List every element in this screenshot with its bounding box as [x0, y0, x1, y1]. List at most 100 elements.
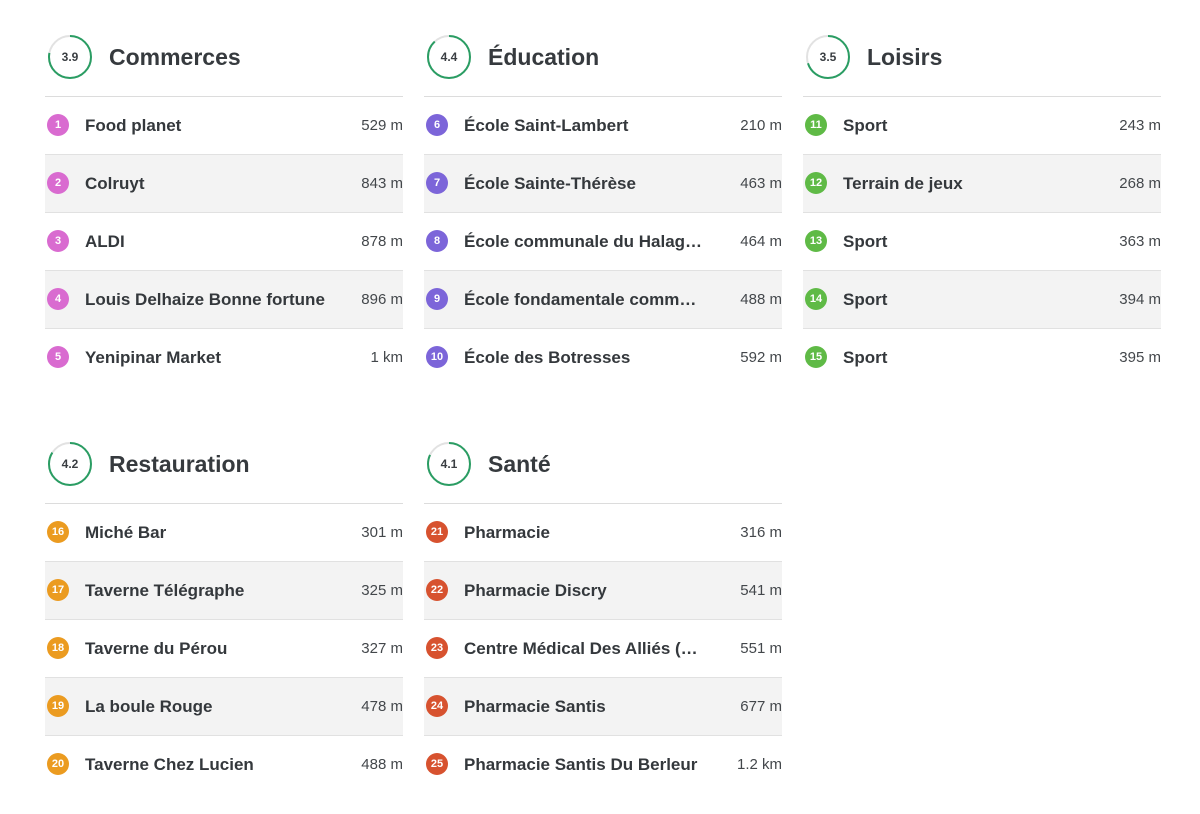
- poi-name: Food planet: [85, 116, 182, 135]
- poi-row[interactable]: 13 Sport 363 m: [803, 213, 1161, 271]
- poi-number-badge: 23: [426, 637, 448, 659]
- poi-row[interactable]: 15 Sport 395 m: [803, 329, 1161, 386]
- poi-name: École fondamentale comm…: [464, 290, 697, 309]
- category-title: Loisirs: [867, 44, 943, 70]
- poi-distance: 268 m: [1119, 175, 1161, 192]
- poi-row[interactable]: 9 École fondamentale comm… 488 m: [424, 271, 782, 329]
- poi-number-badge: 10: [426, 346, 448, 368]
- poi-row[interactable]: 23 Centre Médical Des Alliés (… 551 m: [424, 620, 782, 678]
- poi-number-badge: 16: [47, 521, 69, 543]
- poi-list: 1 Food planet 529 m 2 Colruyt 843 m 3 ALDI 878 m…: [45, 97, 403, 386]
- poi-list: 11 Sport 243 m 12 Terrain de jeux 268 m 13 Spor…: [803, 97, 1161, 386]
- poi-name: École des Botresses: [464, 348, 631, 367]
- score-gauge-icon: [48, 35, 92, 79]
- score-ring-fill: [48, 35, 92, 79]
- category-title: Éducation: [488, 44, 600, 70]
- poi-distance: 301 m: [361, 524, 403, 541]
- poi-distance: 1 km: [370, 349, 403, 366]
- poi-name: École Sainte-Thérèse: [464, 174, 636, 193]
- poi-name: Sport: [843, 348, 888, 367]
- poi-distance: 210 m: [740, 117, 782, 134]
- poi-distance: 463 m: [740, 175, 782, 192]
- poi-name: Pharmacie: [464, 523, 550, 542]
- poi-row[interactable]: 19 La boule Rouge 478 m: [45, 678, 403, 736]
- poi-row[interactable]: 12 Terrain de jeux 268 m: [803, 155, 1161, 213]
- score-gauge-icon: [427, 35, 471, 79]
- poi-number-badge: 15: [805, 346, 827, 368]
- category-header: 4.4 Éducation: [424, 30, 782, 97]
- poi-row[interactable]: 24 Pharmacie Santis 677 m: [424, 678, 782, 736]
- poi-row[interactable]: 6 École Saint-Lambert 210 m: [424, 97, 782, 155]
- poi-distance: 316 m: [740, 524, 782, 541]
- poi-row[interactable]: 14 Sport 394 m: [803, 271, 1161, 329]
- score-ring-fill: [48, 442, 92, 486]
- poi-row[interactable]: 22 Pharmacie Discry 541 m: [424, 562, 782, 620]
- poi-name: École communale du Halag…: [464, 232, 703, 251]
- score-ring-fill: [806, 35, 850, 79]
- score-ring: 3.9: [45, 32, 95, 82]
- poi-row[interactable]: 8 École communale du Halag… 464 m: [424, 213, 782, 271]
- poi-number-badge: 7: [426, 172, 448, 194]
- score-value: 4.4: [440, 50, 458, 64]
- poi-row[interactable]: 10 École des Botresses 592 m: [424, 329, 782, 386]
- poi-name: Sport: [843, 232, 888, 251]
- poi-number-badge: 4: [47, 288, 69, 310]
- poi-row[interactable]: 5 Yenipinar Market 1 km: [45, 329, 403, 386]
- poi-row[interactable]: 3 ALDI 878 m: [45, 213, 403, 271]
- poi-distance: 488 m: [740, 291, 782, 308]
- score-value: 4.2: [61, 457, 79, 471]
- poi-number-badge: 20: [47, 753, 69, 775]
- poi-row[interactable]: 16 Miché Bar 301 m: [45, 504, 403, 562]
- score-ring-fill: [427, 35, 471, 79]
- poi-number-badge: 5: [47, 346, 69, 368]
- poi-row[interactable]: 1 Food planet 529 m: [45, 97, 403, 155]
- poi-row[interactable]: 21 Pharmacie 316 m: [424, 504, 782, 562]
- poi-name: Yenipinar Market: [85, 348, 222, 367]
- poi-distance: 488 m: [361, 756, 403, 773]
- poi-row[interactable]: 18 Taverne du Pérou 327 m: [45, 620, 403, 678]
- poi-name: Sport: [843, 290, 888, 309]
- score-value: 4.1: [440, 457, 458, 471]
- poi-name: ALDI: [85, 232, 125, 251]
- poi-name: Colruyt: [85, 174, 145, 193]
- score-gauge-icon: [48, 442, 92, 486]
- category-header: 4.1 Santé: [424, 437, 782, 504]
- score-ring: 4.1: [424, 439, 474, 489]
- poi-distance: 677 m: [740, 698, 782, 715]
- poi-row[interactable]: 20 Taverne Chez Lucien 488 m: [45, 736, 403, 793]
- category-panel-education: 4.4 Éducation 6 École Saint-Lambert 210 m 7 Éc…: [424, 30, 782, 386]
- poi-distance: 843 m: [361, 175, 403, 192]
- score-ring-fill: [427, 442, 471, 486]
- poi-distance: 243 m: [1119, 117, 1161, 134]
- poi-distance: 529 m: [361, 117, 403, 134]
- poi-number-badge: 9: [426, 288, 448, 310]
- score-ring: 4.4: [424, 32, 474, 82]
- poi-row[interactable]: 7 École Sainte-Thérèse 463 m: [424, 155, 782, 213]
- poi-number-badge: 11: [805, 114, 827, 136]
- poi-name: École Saint-Lambert: [464, 116, 629, 135]
- category-header: 3.5 Loisirs: [803, 30, 1161, 97]
- poi-row[interactable]: 2 Colruyt 843 m: [45, 155, 403, 213]
- category-panel-sante: 4.1 Santé 21 Pharmacie 316 m 22 Pharmacie Disc…: [424, 437, 782, 793]
- poi-distance: 478 m: [361, 698, 403, 715]
- category-panel-commerces: 3.9 Commerces 1 Food planet 529 m 2 Colruyt 843…: [45, 30, 403, 386]
- poi-name: Taverne du Pérou: [85, 639, 228, 658]
- poi-name: La boule Rouge: [85, 697, 213, 716]
- poi-number-badge: 19: [47, 695, 69, 717]
- poi-row[interactable]: 25 Pharmacie Santis Du Berleur 1.2 km: [424, 736, 782, 793]
- score-ring: 4.2: [45, 439, 95, 489]
- poi-row[interactable]: 4 Louis Delhaize Bonne fortune 896 m: [45, 271, 403, 329]
- poi-row[interactable]: 11 Sport 243 m: [803, 97, 1161, 155]
- poi-distance: 363 m: [1119, 233, 1161, 250]
- poi-distance: 896 m: [361, 291, 403, 308]
- poi-number-badge: 18: [47, 637, 69, 659]
- poi-distance: 1.2 km: [736, 756, 782, 773]
- poi-name: Pharmacie Santis: [464, 697, 606, 716]
- poi-row[interactable]: 17 Taverne Télégraphe 325 m: [45, 562, 403, 620]
- poi-number-badge: 13: [805, 230, 827, 252]
- poi-number-badge: 21: [426, 521, 448, 543]
- poi-number-badge: 12: [805, 172, 827, 194]
- score-gauge-icon: [427, 442, 471, 486]
- poi-name: Louis Delhaize Bonne fortune: [85, 290, 325, 309]
- category-title: Santé: [488, 451, 551, 477]
